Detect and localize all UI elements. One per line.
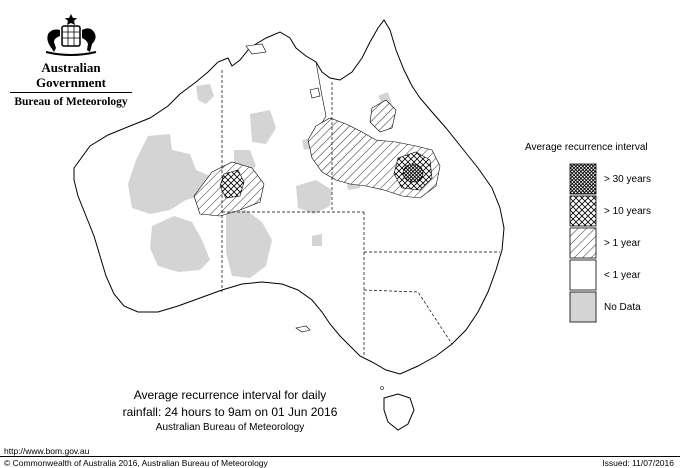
- state-borders: [221, 70, 500, 356]
- government-title: Australian Government: [35, 60, 107, 90]
- caption-line-2: rainfall: 24 hours to 9am on 01 Jun 2016: [122, 405, 338, 419]
- legend-swatches: [569, 163, 597, 323]
- caption-line-1: Average recurrence interval for daily: [133, 388, 327, 402]
- legend-label-10-years: > 10 years: [604, 206, 651, 217]
- legend-label-under-1-year: < 1 year: [604, 270, 641, 281]
- footer-rule: [0, 456, 680, 457]
- title-rule: [10, 92, 132, 93]
- caption-line-3: Australian Bureau of Meteorology: [155, 422, 305, 433]
- legend-label-30-years: > 30 years: [604, 174, 651, 185]
- over-30-years-regions: [402, 163, 424, 183]
- legend-label-no-data: No Data: [604, 302, 641, 313]
- issued-date: Issued: 11/07/2016: [602, 458, 674, 468]
- legend-swatch-under-1-year: [569, 259, 597, 291]
- legend-title: Average recurrence interval: [525, 142, 648, 153]
- no-data-regions: [128, 84, 392, 278]
- legend-swatch-no-data: [569, 291, 597, 323]
- legend-label-1-year: > 1 year: [604, 238, 641, 249]
- copyright-text: © Commonwealth of Australia 2016, Austra…: [4, 458, 268, 468]
- legend-swatch-10-years: [569, 195, 597, 227]
- bureau-title: Bureau of Meteorology: [14, 96, 128, 108]
- legend-swatch-1-year: [569, 227, 597, 259]
- coat-of-arms-icon: [45, 14, 97, 56]
- tasmania-outline: [383, 393, 415, 431]
- legend-swatch-30-years: [569, 163, 597, 195]
- australia-coastline: [73, 19, 505, 375]
- website-link[interactable]: http://www.bom.gov.au: [4, 446, 90, 456]
